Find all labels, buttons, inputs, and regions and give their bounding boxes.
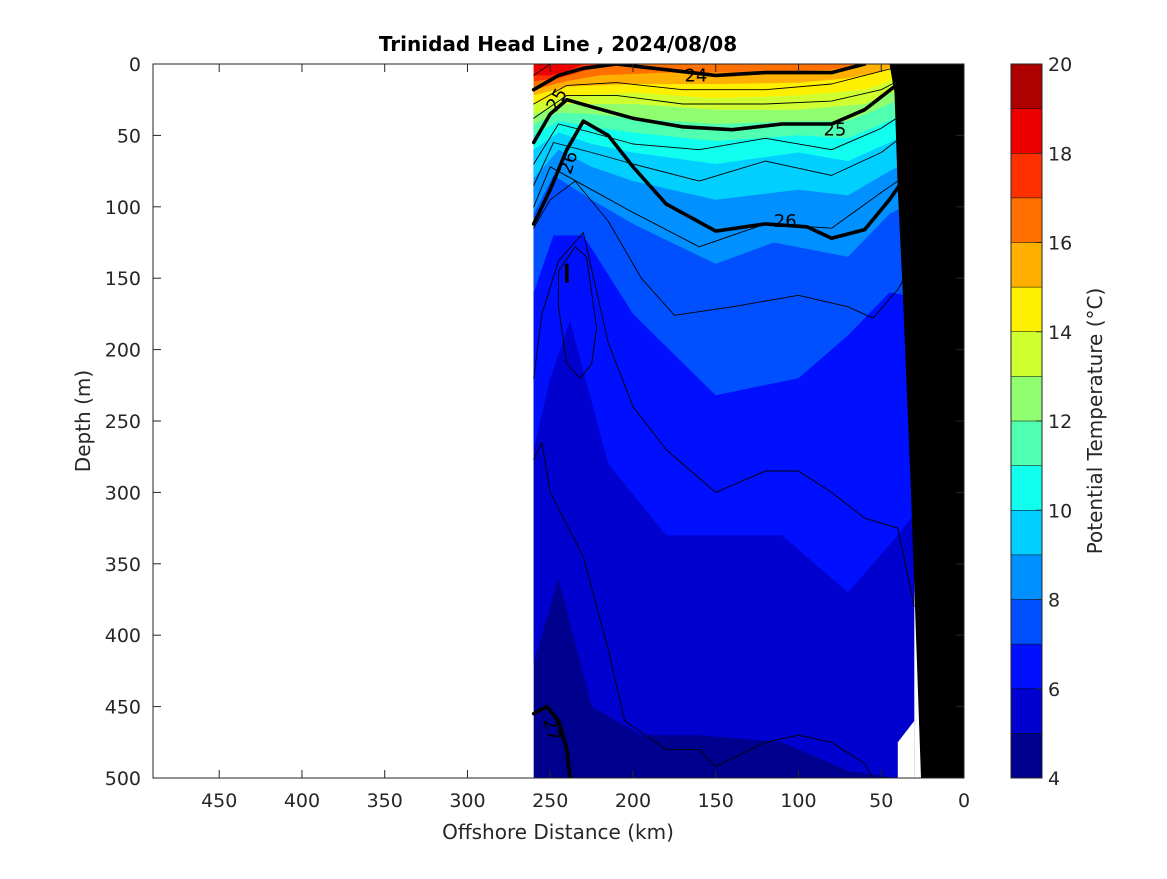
colorbar-band-13 xyxy=(1011,331,1042,377)
y-tick-label: 450 xyxy=(105,697,141,719)
contour-line-11 xyxy=(533,180,932,319)
colorbar-band-12 xyxy=(1011,376,1042,421)
x-tick-label: 300 xyxy=(449,790,485,812)
y-tick-label: 400 xyxy=(105,625,141,647)
contour-line-9 xyxy=(533,120,924,186)
colorbar-band-5 xyxy=(1011,688,1042,734)
contour-lines xyxy=(531,64,933,778)
contour-label-26: 26 xyxy=(774,211,797,232)
colorbar-tick-label: 10 xyxy=(1048,500,1072,522)
contour-line-12 xyxy=(533,232,915,608)
contour-line-13 xyxy=(533,441,874,778)
y-tick-label: 50 xyxy=(117,125,141,147)
contour-line-bold-24 xyxy=(531,64,867,92)
colorbar-band-15 xyxy=(1011,242,1042,288)
colorbar-tick-label: 4 xyxy=(1048,768,1060,790)
seafloor xyxy=(889,64,964,778)
colorbar-band-9 xyxy=(1011,510,1042,555)
y-tick-label: 250 xyxy=(105,411,141,433)
contour-line-7 xyxy=(533,72,915,119)
x-tick-label: 150 xyxy=(698,790,734,812)
y-axis-label: Depth (m) xyxy=(71,370,95,472)
y-tick-label: 500 xyxy=(105,768,141,790)
x-tick-label: 200 xyxy=(615,790,651,812)
contour-line-10 xyxy=(533,163,924,248)
contour-line-bold-27 xyxy=(531,704,572,778)
x-tick-label: 350 xyxy=(367,790,403,812)
y-tick-label: 350 xyxy=(105,554,141,576)
contour-label-24: 24 xyxy=(684,65,707,86)
x-axis-label: Offshore Distance (km) xyxy=(442,820,674,844)
contour-line-bold-26 xyxy=(531,119,933,240)
x-tick-label: 50 xyxy=(869,790,893,812)
contour-label-group: 24 xyxy=(684,65,707,86)
chart-title: Trinidad Head Line , 2024/08/08 xyxy=(379,32,737,56)
contour-line-8 xyxy=(533,100,924,165)
colorbar-tick-label: 16 xyxy=(1048,233,1072,255)
contour-line-bold-25 xyxy=(531,64,933,145)
colorbar-band-19 xyxy=(1011,64,1042,109)
colorbar-band-16 xyxy=(1011,197,1042,243)
contour-line-5 xyxy=(533,64,551,76)
contour-label-25: 25 xyxy=(823,120,846,141)
temperature-field xyxy=(533,64,964,778)
colorbar-tick-label: 20 xyxy=(1048,54,1072,76)
contour-line-14 xyxy=(558,246,598,379)
y-tick-label: 100 xyxy=(105,197,141,219)
colorbar-band-17 xyxy=(1011,153,1042,198)
colorbar-band-18 xyxy=(1011,108,1042,154)
contour-line-6 xyxy=(533,66,899,105)
colorbar-tick-label: 14 xyxy=(1048,322,1072,344)
colorbar-label: Potential Temperature (°C) xyxy=(1083,288,1107,555)
contour-label-group: 25 xyxy=(823,120,846,141)
colorbar-band-6 xyxy=(1011,644,1042,689)
y-tick-label: 200 xyxy=(105,340,141,362)
y-tick-label: 0 xyxy=(129,54,141,76)
y-tick-label: 150 xyxy=(105,268,141,290)
colorbar-band-8 xyxy=(1011,554,1042,600)
filled-band-20 xyxy=(533,64,964,76)
y-tick-label: 300 xyxy=(105,482,141,504)
colorbar-tick-label: 6 xyxy=(1048,679,1060,701)
axes: 450 400 350 300 250 200 150 100 50 00501001502002… xyxy=(105,54,970,812)
colorbar-band-14 xyxy=(1011,287,1042,332)
colorbar: 4 6 8 10 12 14 16 18 20 xyxy=(1010,54,1072,790)
x-tick-label: 400 xyxy=(284,790,320,812)
x-tick-label: 250 xyxy=(532,790,568,812)
colorbar-band-10 xyxy=(1011,465,1042,511)
colorbar-band-7 xyxy=(1011,599,1042,645)
colorbar-tick-label: 12 xyxy=(1048,411,1072,433)
colorbar-tick-label: 18 xyxy=(1048,143,1072,165)
colorbar-tick-label: 8 xyxy=(1048,590,1060,612)
filled-band-18 xyxy=(533,64,964,90)
x-tick-label: 450 xyxy=(201,790,237,812)
shelf-gap-mask xyxy=(897,720,915,778)
x-tick-label: 0 xyxy=(958,790,970,812)
contour-label-group: 26 xyxy=(774,211,797,232)
colorbar-band-11 xyxy=(1011,421,1042,466)
x-tick-label: 100 xyxy=(780,790,816,812)
colorbar-band-4 xyxy=(1011,733,1042,778)
